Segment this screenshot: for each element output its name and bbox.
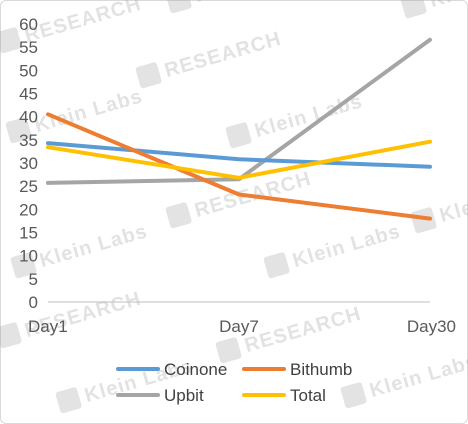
legend-label: Bithumb bbox=[290, 360, 352, 379]
y-tick-label: 50 bbox=[19, 61, 38, 80]
y-tick-label: 5 bbox=[29, 270, 38, 289]
legend-label: Total bbox=[290, 386, 326, 405]
legend-item-coinone: Coinone bbox=[116, 360, 227, 379]
watermark-logo-icon bbox=[340, 382, 367, 409]
watermark-logo: Klein Labs bbox=[400, 0, 468, 19]
y-tick-label: 10 bbox=[19, 247, 38, 266]
watermark-logo-icon bbox=[225, 122, 252, 149]
y-tick-label: 60 bbox=[19, 15, 38, 34]
watermark-logo: Klein Labs bbox=[340, 350, 468, 409]
watermark-logo-icon bbox=[215, 337, 242, 364]
watermark-logo: Klein Labs bbox=[263, 220, 403, 279]
chart-legend: Coinone Bithumb Upbit Total bbox=[116, 360, 352, 405]
watermark-logo: RESEARCH bbox=[135, 28, 284, 89]
y-tick-label: 55 bbox=[19, 38, 38, 57]
y-tick-label: 25 bbox=[19, 177, 38, 196]
y-tick-label: 40 bbox=[19, 108, 38, 127]
chart-axes: 0 5 10 15 20 25 30 35 40 45 50 55 60 Day1 Day7 Day30 bbox=[19, 15, 456, 336]
y-tick-label: 15 bbox=[19, 224, 38, 243]
y-tick-label: 35 bbox=[19, 131, 38, 150]
watermark-logo-icon bbox=[55, 387, 82, 414]
watermark-logo-icon bbox=[10, 252, 37, 279]
series-line-bithumb bbox=[46, 112, 432, 221]
watermark-logo-icon bbox=[165, 0, 192, 14]
watermark-text: Klein Labs bbox=[367, 350, 468, 402]
watermark-text: RESEARCH bbox=[162, 28, 284, 82]
series-line-total bbox=[46, 139, 432, 180]
watermark-logo: Klein Labs bbox=[165, 0, 305, 14]
x-tick-label: Day1 bbox=[28, 317, 68, 336]
watermark-logo-icon bbox=[165, 202, 192, 229]
y-tick-label: 20 bbox=[19, 200, 38, 219]
legend-label: Upbit bbox=[164, 386, 204, 405]
y-tick-label: 30 bbox=[19, 154, 38, 173]
legend-item-bithumb: Bithumb bbox=[242, 360, 352, 379]
watermark-logo-icon bbox=[410, 207, 437, 234]
legend-item-upbit: Upbit bbox=[116, 386, 204, 405]
watermark-logo: RESEARCH bbox=[0, 288, 144, 349]
watermark-logo-icon bbox=[5, 117, 32, 144]
watermark-logo: Klein Labs bbox=[410, 175, 468, 234]
watermark-logo-icon bbox=[135, 62, 162, 89]
watermark-logo-icon bbox=[0, 322, 22, 349]
watermark-text: Klein Labs bbox=[192, 0, 305, 7]
watermark-logo-icon bbox=[0, 27, 22, 54]
chart-series bbox=[46, 37, 432, 221]
legend-label: Coinone bbox=[164, 360, 227, 379]
watermark-text: Klein Labs bbox=[290, 220, 403, 272]
watermark-text: Klein Labs bbox=[37, 220, 150, 272]
y-tick-label: 0 bbox=[29, 293, 38, 312]
x-tick-label: Day30 bbox=[407, 317, 456, 336]
series-line-coinone bbox=[46, 141, 432, 169]
y-tick-label: 45 bbox=[19, 85, 38, 104]
watermark-text: RESEARCH bbox=[242, 303, 364, 357]
watermark-text: Klein Labs bbox=[437, 175, 468, 227]
watermark-logo-icon bbox=[263, 252, 290, 279]
x-tick-label: Day7 bbox=[219, 317, 259, 336]
watermark-text: Klein Labs bbox=[427, 0, 468, 12]
watermark-text: RESEARCH bbox=[22, 0, 144, 47]
legend-item-total: Total bbox=[242, 386, 326, 405]
watermark-logo-icon bbox=[400, 0, 427, 19]
